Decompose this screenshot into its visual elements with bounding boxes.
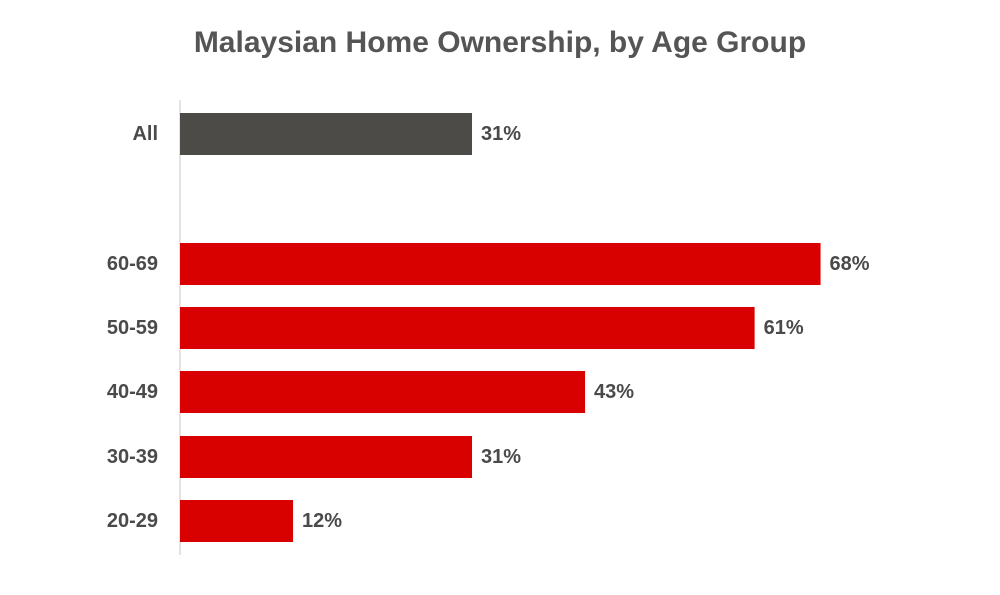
bar-30-39 — [180, 436, 473, 478]
category-label-30-39: 30-39 — [107, 446, 158, 468]
category-label-40-49: 40-49 — [107, 381, 158, 403]
value-label-30-39: 31% — [481, 446, 521, 468]
value-label-40-49: 43% — [594, 381, 634, 403]
bar-All — [180, 113, 473, 155]
category-label-50-59: 50-59 — [107, 317, 158, 339]
bar-60-69 — [180, 243, 821, 285]
chart-title: Malaysian Home Ownership, by Age Group — [193, 26, 807, 59]
value-label-60-69: 68% — [830, 253, 870, 275]
value-label-All: 31% — [481, 123, 521, 145]
bar-20-29 — [180, 500, 294, 542]
category-label-60-69: 60-69 — [107, 253, 158, 275]
bar-50-59 — [180, 307, 755, 349]
value-label-50-59: 61% — [764, 317, 804, 339]
value-label-20-29: 12% — [302, 510, 342, 532]
category-label-All: All — [132, 123, 158, 145]
category-label-20-29: 20-29 — [107, 510, 158, 532]
bar-40-49 — [180, 371, 586, 413]
